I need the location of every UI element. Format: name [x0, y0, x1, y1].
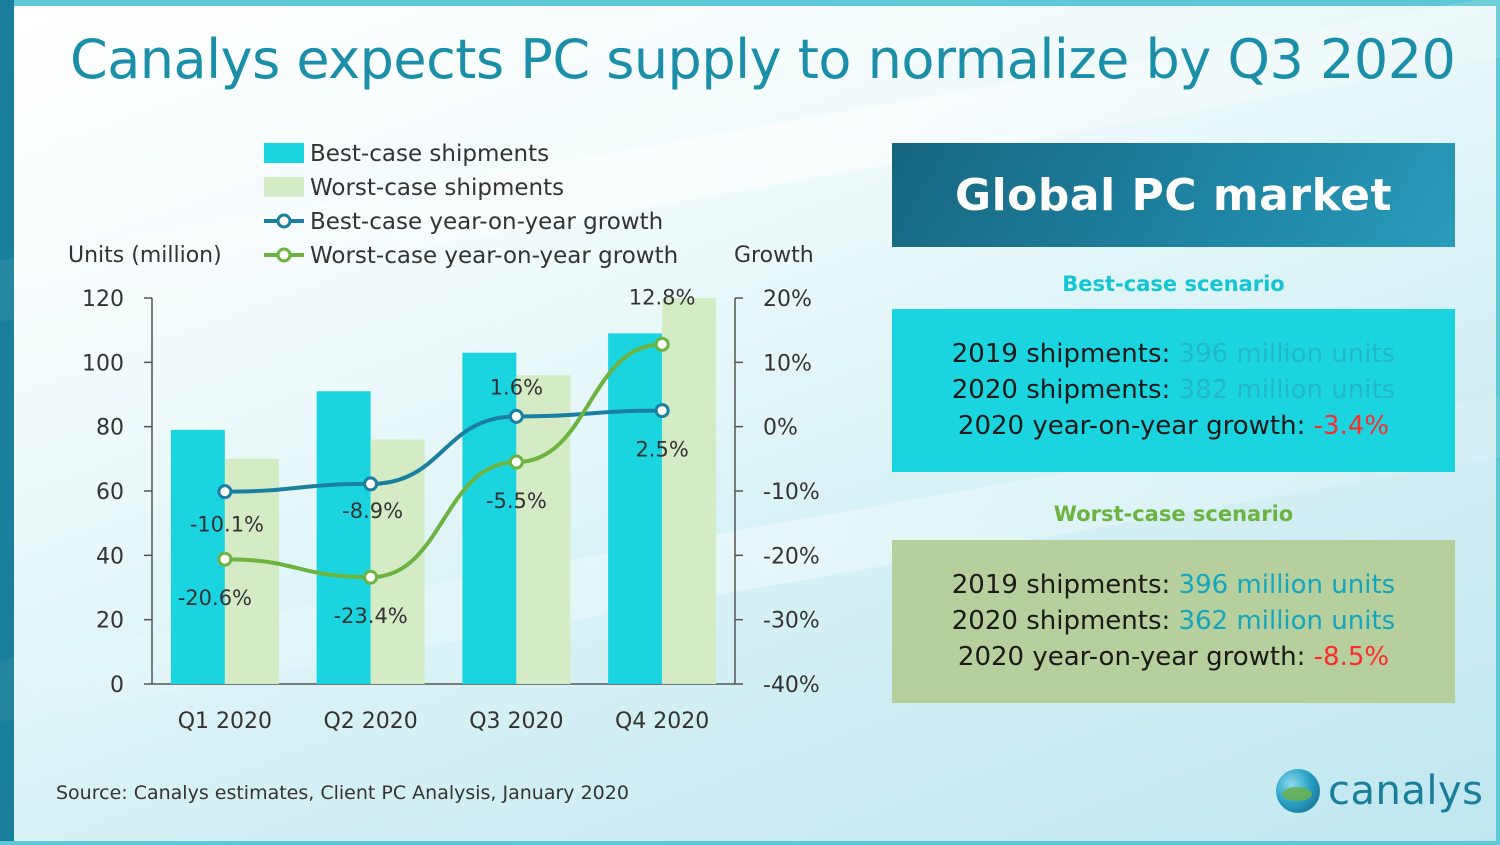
point-worst-case-growth	[363, 569, 379, 585]
y2-tick-label: 0%	[763, 416, 798, 441]
bar-best-case	[462, 352, 517, 684]
legend-label: Worst-case shipments	[310, 175, 564, 201]
row-value: -3.4%	[1313, 411, 1390, 441]
best-row-growth: 2020 year-on-year growth: -3.4%	[892, 411, 1455, 441]
line-worst-case-growth	[224, 342, 663, 580]
data-label-worst-case: -23.4%	[333, 604, 407, 628]
legend-marker	[276, 213, 292, 229]
worst-row-2019: 2019 shipments: 396 million units	[892, 570, 1455, 600]
data-label-best-case: -8.9%	[342, 499, 403, 523]
best-case-box: 2019 shipments: 396 million units 2020 s…	[892, 309, 1455, 472]
point-best-case-growth	[508, 408, 524, 424]
point-worst-case-growth	[217, 551, 233, 567]
row-label: 2019 shipments:	[951, 570, 1171, 600]
legend-label: Best-case year-on-year growth	[310, 209, 663, 235]
frame-bottom	[0, 841, 1500, 845]
bar-worst-case	[224, 458, 279, 684]
slide-title: Canalys expects PC supply to normalize b…	[70, 28, 1456, 91]
row-label: 2020 year-on-year growth:	[957, 411, 1306, 441]
row-label: 2020 shipments:	[951, 375, 1171, 405]
point-best-case-growth	[217, 484, 233, 500]
legend-label: Worst-case year-on-year growth	[310, 243, 678, 269]
y-tick-label: 120	[82, 287, 124, 312]
data-label-worst-case: -20.6%	[178, 586, 252, 610]
frame-top	[0, 0, 1500, 6]
x-tick-label: Q1 2020	[178, 709, 272, 734]
line-best-case-growth	[224, 408, 663, 494]
row-value: -8.5%	[1313, 642, 1390, 672]
y-tick-label: 60	[96, 480, 124, 505]
y-tick-label: 40	[96, 544, 124, 569]
worst-case-box: 2019 shipments: 396 million units 2020 s…	[892, 540, 1455, 703]
row-value: 382 million units	[1178, 375, 1396, 405]
worst-row-growth: 2020 year-on-year growth: -8.5%	[892, 642, 1455, 672]
point-worst-case-growth	[508, 454, 524, 470]
best-case-title: Best-case scenario	[1062, 272, 1285, 296]
point-best-case-growth	[363, 476, 379, 492]
best-row-2020: 2020 shipments: 382 million units	[892, 375, 1455, 405]
source-note: Source: Canalys estimates, Client PC Ana…	[56, 782, 629, 804]
row-label: 2019 shipments:	[951, 339, 1171, 369]
legend-label: Best-case shipments	[310, 141, 549, 167]
data-label-best-case: -10.1%	[190, 513, 264, 537]
legend-swatch	[264, 143, 304, 163]
x-tick-label: Q4 2020	[615, 709, 709, 734]
row-label: 2020 shipments:	[951, 606, 1171, 636]
chart: Best-case shipments Worst-case shipments B…	[68, 141, 820, 734]
row-value: 396 million units	[1178, 570, 1396, 600]
worst-case-title: Worst-case scenario	[1053, 502, 1294, 526]
y2-axis-title: Growth	[734, 243, 814, 268]
frame-left	[0, 0, 14, 845]
legend-swatch	[264, 177, 304, 197]
panel-heading: Global PC market	[954, 169, 1393, 221]
row-value: 396 million units	[1178, 339, 1396, 369]
point-best-case-growth	[654, 403, 670, 419]
data-label-worst-case: -5.5%	[486, 489, 547, 513]
y2-tick-label: -20%	[763, 544, 820, 569]
bar-best-case	[316, 391, 371, 684]
y2-tick-label: -10%	[763, 480, 820, 505]
data-label-worst-case: 12.8%	[629, 285, 696, 309]
x-tick-label: Q2 2020	[323, 709, 417, 734]
bar-worst-case	[370, 439, 425, 684]
y-tick-label: 20	[96, 609, 124, 634]
point-worst-case-growth	[654, 336, 670, 352]
bar-worst-case	[662, 298, 717, 684]
bar-best-case	[170, 429, 225, 684]
logo-text: canalys	[1328, 768, 1484, 814]
y2-tick-label: 10%	[763, 351, 812, 376]
data-label-best-case: 2.5%	[635, 438, 688, 462]
row-label: 2020 year-on-year growth:	[957, 642, 1306, 672]
data-label-best-case: 1.6%	[490, 375, 543, 399]
y2-tick-label: 20%	[763, 287, 812, 312]
worst-row-2020: 2020 shipments: 362 million units	[892, 606, 1455, 636]
y-tick-label: 100	[82, 351, 124, 376]
y2-tick-label: -40%	[763, 673, 820, 698]
y-axis-title: Units (million)	[68, 243, 222, 268]
y-tick-label: 0	[110, 673, 124, 698]
y2-tick-label: -30%	[763, 609, 820, 634]
bar-best-case	[608, 333, 663, 684]
x-tick-label: Q3 2020	[469, 709, 563, 734]
y-tick-label: 80	[96, 416, 124, 441]
row-value: 362 million units	[1178, 606, 1396, 636]
globe-icon	[1276, 769, 1320, 813]
panel-header: Global PC market	[892, 143, 1455, 247]
best-row-2019: 2019 shipments: 396 million units	[892, 339, 1455, 369]
frame-right	[1496, 0, 1500, 845]
bar-worst-case	[516, 375, 571, 684]
canalys-logo: canalys	[1276, 768, 1484, 814]
legend-marker	[276, 247, 292, 263]
